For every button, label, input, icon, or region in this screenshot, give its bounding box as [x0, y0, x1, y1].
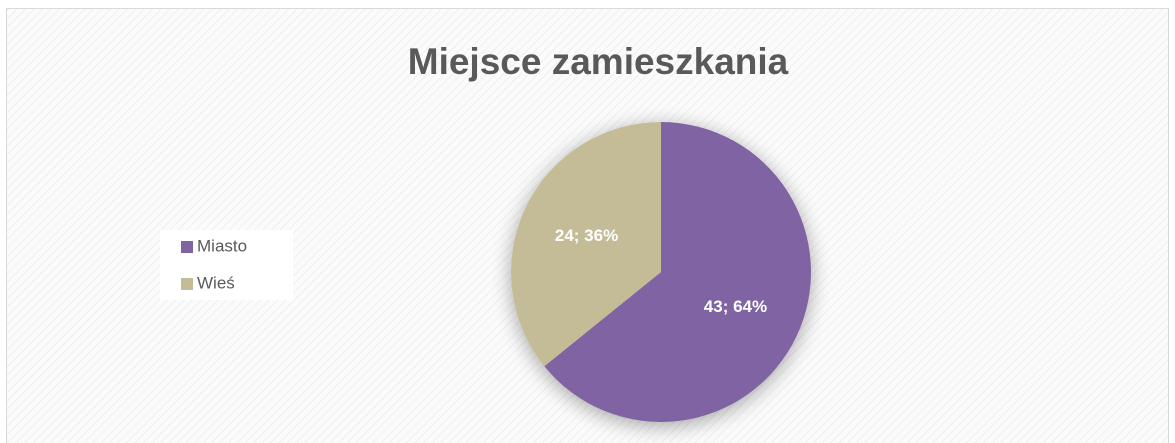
pie-slice	[511, 121, 661, 367]
pie	[511, 121, 812, 422]
legend-swatch	[181, 241, 193, 253]
legend-swatch	[181, 278, 193, 290]
chart-title: Miejsce zamieszkania	[408, 41, 789, 82]
legend-label: Wieś	[197, 273, 235, 292]
data-label: 43; 64%	[704, 297, 767, 316]
legend-label: Miasto	[197, 236, 247, 255]
data-label: 24; 36%	[555, 226, 618, 245]
pie-slice	[544, 122, 812, 422]
